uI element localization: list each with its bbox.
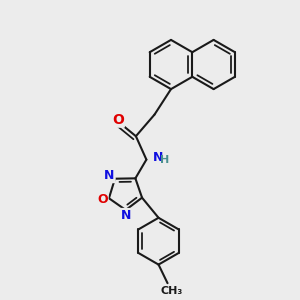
Text: O: O: [112, 113, 124, 127]
Text: N: N: [153, 151, 163, 164]
Text: O: O: [97, 193, 108, 206]
Text: N: N: [104, 169, 115, 182]
Text: H: H: [160, 154, 169, 165]
Text: N: N: [121, 209, 131, 222]
Text: CH₃: CH₃: [161, 286, 183, 296]
